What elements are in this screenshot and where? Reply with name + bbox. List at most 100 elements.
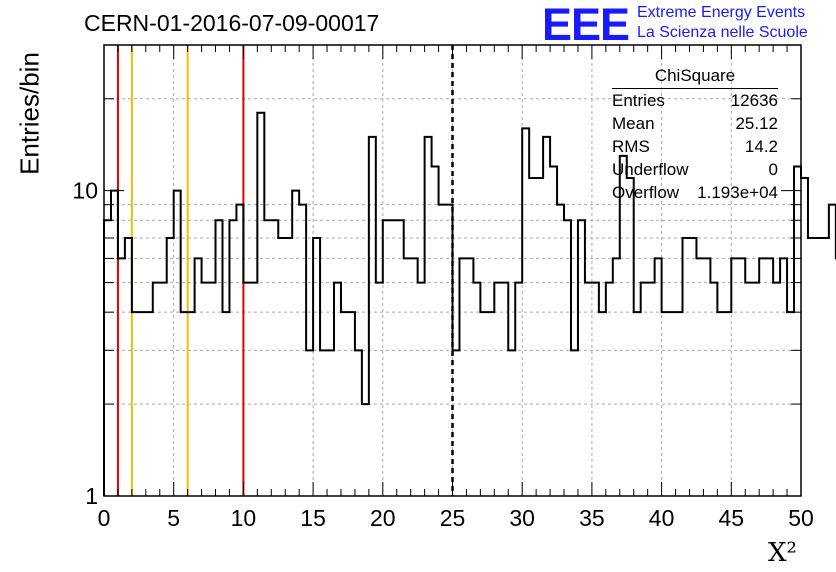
- histogram-bin: [243, 283, 250, 496]
- histogram-bin: [794, 167, 801, 496]
- histogram-bin: [146, 312, 153, 496]
- histogram-bin: [264, 220, 271, 496]
- stats-label: Mean: [612, 114, 655, 133]
- histogram-bin: [216, 220, 223, 496]
- histogram-bin: [160, 283, 167, 496]
- axis-ticks: [103, 44, 802, 497]
- histogram-bin: [571, 350, 578, 496]
- histogram-bin: [780, 258, 787, 496]
- x-tick-label: 25: [440, 505, 466, 531]
- x-tick-label: 30: [509, 505, 535, 531]
- histogram-bin: [397, 220, 404, 496]
- histogram-bin: [543, 137, 550, 496]
- histogram-bin: [285, 238, 292, 496]
- histogram-bin: [494, 283, 501, 496]
- axis-tick-labels: 0 5 10 15 20 25 30 35 40 45 50 1 10: [72, 178, 813, 531]
- histogram-bin: [473, 283, 480, 496]
- logo-tagline-2: La Scienza nelle Scuole: [637, 24, 808, 41]
- histogram-bin: [703, 258, 710, 496]
- histogram-bin: [425, 137, 432, 496]
- histogram-bin: [717, 312, 724, 496]
- x-tick-label: 20: [370, 505, 396, 531]
- histogram-bin: [466, 258, 473, 496]
- histogram-bin: [564, 220, 571, 496]
- histogram-bin: [459, 258, 466, 496]
- histogram-bin: [257, 113, 264, 496]
- histogram-bin: [390, 220, 397, 496]
- stats-row-rms: RMS 14.2: [612, 137, 778, 160]
- histogram-bin: [599, 312, 606, 496]
- histogram-bin: [446, 205, 453, 496]
- histogram-bin: [153, 283, 160, 496]
- histogram-bin: [195, 258, 202, 496]
- histogram-bin: [111, 191, 118, 496]
- histogram-bin: [808, 238, 815, 496]
- histogram-bin: [250, 283, 257, 496]
- histogram-bin: [620, 156, 627, 496]
- histogram-bin: [383, 220, 390, 496]
- histogram-bin: [536, 178, 543, 496]
- histogram-bin: [508, 350, 515, 496]
- histogram-bin: [801, 178, 808, 496]
- stats-label: Overflow: [612, 183, 680, 202]
- histogram-bin: [355, 350, 362, 496]
- stats-label: Entries: [612, 91, 665, 110]
- histogram-bin: [174, 191, 181, 496]
- histogram-bin: [515, 283, 522, 496]
- stats-value: 25.12: [735, 114, 778, 133]
- histogram-bin: [655, 258, 662, 496]
- histogram-bin: [432, 167, 439, 496]
- x-tick-label: 45: [719, 505, 745, 531]
- histogram-bin: [327, 350, 334, 496]
- histogram-bin: [202, 283, 209, 496]
- histogram-bin: [376, 283, 383, 496]
- histogram-bin: [648, 283, 655, 496]
- histogram-bin: [752, 283, 759, 496]
- histogram-bin: [676, 312, 683, 496]
- x-tick-label: 15: [300, 505, 326, 531]
- histogram-bin: [634, 312, 641, 496]
- histogram-bin: [118, 258, 125, 496]
- x-axis-label: X²: [768, 538, 797, 568]
- histogram-bin: [439, 205, 446, 496]
- x-tick-label: 40: [649, 505, 675, 531]
- histogram-bin: [689, 238, 696, 496]
- histogram-bin: [334, 283, 341, 496]
- y-axis-label: Entries/bin: [14, 52, 45, 175]
- stats-row-overflow: Overflow 1.193e+04: [612, 183, 778, 206]
- stats-row-entries: Entries 12636: [612, 91, 778, 114]
- stats-label: RMS: [612, 137, 650, 156]
- histogram-bin: [181, 312, 188, 496]
- stats-row-mean: Mean 25.12: [612, 114, 778, 137]
- histogram-bin: [292, 191, 299, 496]
- histogram-bin: [522, 128, 529, 496]
- histogram-bin: [222, 312, 229, 496]
- histogram-bars: [103, 111, 836, 496]
- x-tick-label: 50: [788, 505, 814, 531]
- histogram-bin: [592, 283, 599, 496]
- stats-title: ChiSquare: [654, 66, 736, 85]
- stats-value: 12636: [730, 91, 778, 110]
- histogram-bin: [139, 312, 146, 496]
- histogram-bin: [662, 312, 669, 496]
- histogram-bin: [236, 205, 243, 496]
- histogram-bin: [829, 205, 836, 496]
- histogram-bin: [710, 283, 717, 496]
- histogram-bin: [501, 283, 508, 496]
- x-tick-label: 5: [167, 505, 180, 531]
- logo-tagline-1: Extreme Energy Events: [637, 4, 806, 21]
- histogram-bin: [341, 312, 348, 496]
- histogram-bin: [104, 220, 111, 496]
- stats-row-underflow: Underflow 0: [612, 160, 778, 183]
- histogram-bin: [627, 178, 634, 496]
- histogram-bin: [348, 312, 355, 496]
- run-title: CERN-01-2016-07-09-00017: [84, 10, 380, 36]
- histogram-bin: [453, 350, 460, 496]
- histogram-bin: [320, 350, 327, 496]
- stats-value: 14.2: [744, 137, 778, 156]
- histogram-bin: [815, 238, 822, 496]
- histogram-bin: [480, 312, 487, 496]
- histogram-bin: [369, 137, 376, 496]
- stats-value: 1.193e+04: [697, 183, 778, 202]
